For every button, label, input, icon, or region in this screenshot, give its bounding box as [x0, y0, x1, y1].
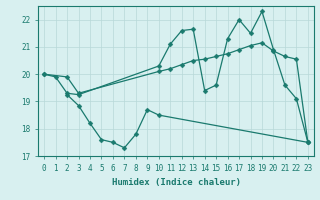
X-axis label: Humidex (Indice chaleur): Humidex (Indice chaleur) — [111, 178, 241, 187]
